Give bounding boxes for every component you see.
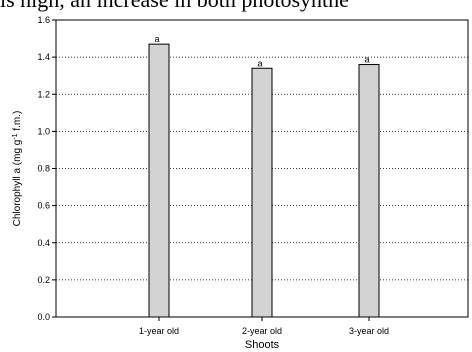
y-tick-label: 1.4: [37, 52, 50, 62]
bar: [358, 64, 380, 318]
y-tick-label: 0.8: [37, 164, 50, 174]
y-tick-label: 0.4: [37, 238, 50, 248]
bar-data-label: a: [154, 34, 159, 44]
x-ticks-group: 1-year old 2-year old 3-year old: [139, 317, 389, 336]
bar: [251, 67, 273, 318]
y-tick-label: 1.2: [37, 89, 50, 99]
x-tick-label: 3-year old: [349, 326, 389, 336]
y-ticks-group: 0.0 0.2 0.4 0.6 0.8 1.0 1.2 1.4 1.6: [37, 15, 56, 322]
bar-data-label: a: [257, 58, 262, 68]
y-tick-label: 0.2: [37, 275, 50, 285]
x-axis-label: Shoots: [245, 339, 280, 351]
bar-labels-group: a a a: [154, 34, 369, 68]
y-tick-label: 0.6: [37, 201, 50, 211]
bar-data-label: a: [364, 55, 369, 65]
y-tick-label: 1.6: [37, 15, 50, 25]
plot-frame: [55, 19, 469, 318]
y-axis-label-superscript: -1: [12, 133, 19, 139]
y-axis-label-main: Chlorophyll a (mg g: [12, 140, 23, 227]
y-tick-label: 1.0: [37, 126, 50, 136]
y-axis-label-tail: f.m.): [12, 111, 23, 134]
y-axis-label: Chlorophyll a (mg g-1 f.m.): [12, 111, 24, 227]
x-tick-label: 2-year old: [242, 326, 282, 336]
x-tick-label: 1-year old: [139, 326, 179, 336]
y-tick-label: 0.0: [37, 312, 50, 322]
bar: [148, 43, 170, 318]
bars-group: [148, 43, 380, 318]
page-fragment-text: is high, an increase in both photosynthe: [0, 0, 472, 12]
